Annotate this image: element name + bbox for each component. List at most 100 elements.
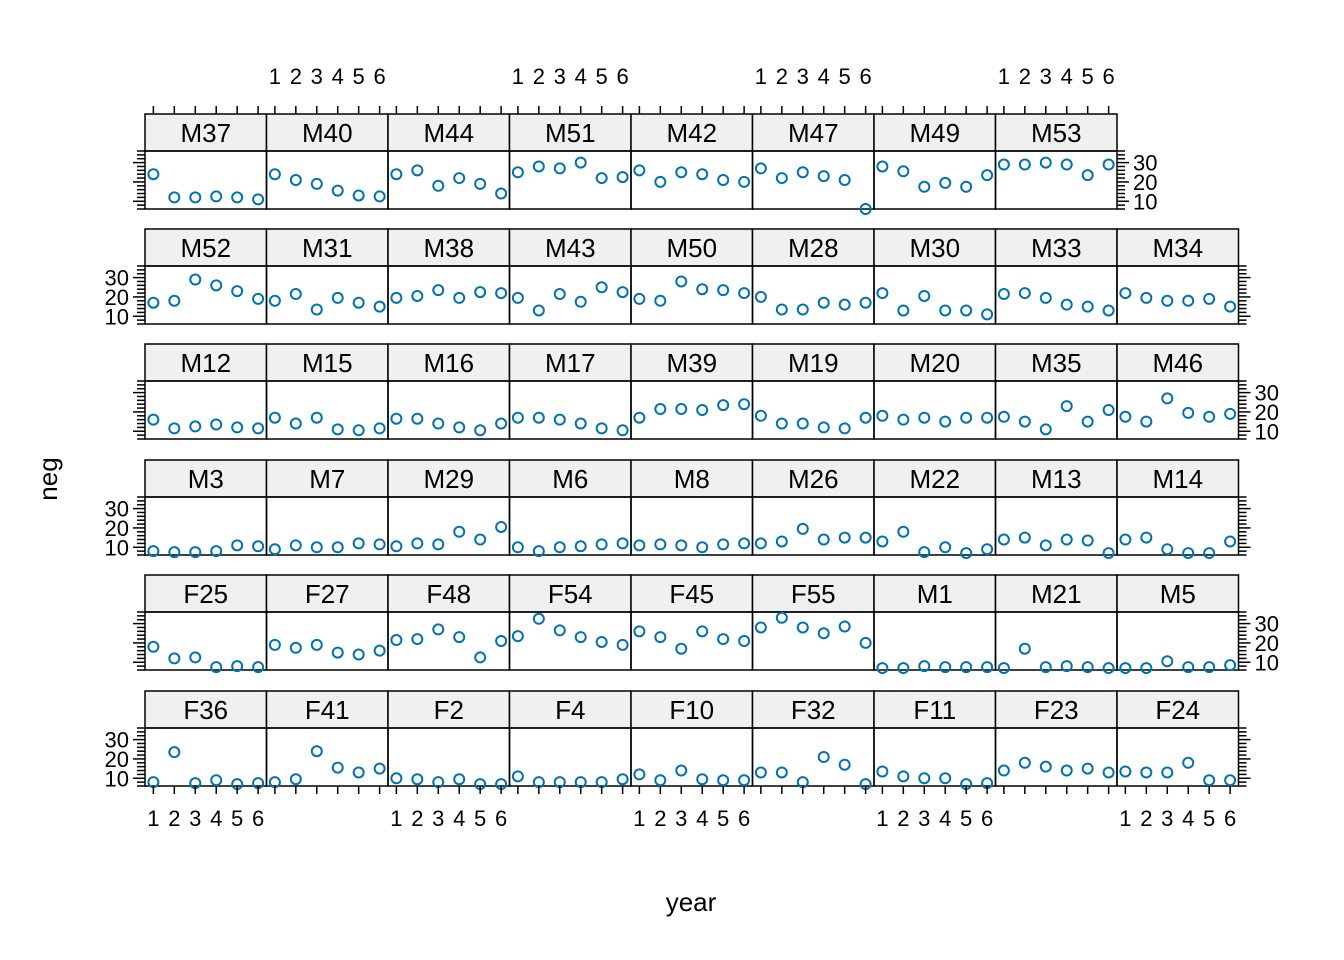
panel-M3: M3 [144,459,268,559]
strip-label: M1 [917,579,953,609]
data-point [411,164,424,177]
data-point [775,303,788,316]
plot-area [873,265,997,325]
tick-label: 3 [311,64,323,89]
data-point [1140,766,1153,779]
tick-label: 1 [1119,806,1131,831]
panel-M52: M52 [144,228,268,325]
data-point [654,774,667,787]
panel-F36: F36 [144,690,268,791]
plot-area [630,265,754,325]
panel-F25: F25 [144,574,268,674]
plot-area [144,380,268,440]
tick-label: 3 [1161,806,1173,831]
data-point [876,409,889,422]
data-point [696,541,709,554]
data-point [1182,661,1195,674]
data-point [918,546,931,559]
data-point [817,533,830,546]
plot-area [994,496,1118,556]
strip [751,459,875,498]
plot-area [508,727,632,787]
data-point [633,625,646,638]
panel-grid: M37 M40 M44 M51 M42 M47 M49 M53 M52 M31 M38 M43 M50 M… [144,113,1240,791]
data-point [876,662,889,675]
data-point [997,158,1010,171]
plot-area [751,380,875,440]
data-point [189,651,202,664]
strip-label: F41 [305,695,350,725]
plot-area [1116,727,1240,787]
data-point [373,422,386,435]
data-point [1018,531,1031,544]
data-point [1039,156,1052,169]
data-point [1081,169,1094,182]
data-point [373,538,386,551]
data-point [553,413,566,426]
data-point [960,661,973,674]
tick-label: 2 [1019,64,1031,89]
data-point [1102,158,1115,171]
panel-M30: M30 [873,228,997,325]
data-point [1102,766,1115,779]
data-point [210,774,223,787]
data-point [754,621,767,634]
data-point [981,169,994,182]
strip [265,690,389,729]
panel-M47: M47 [751,113,875,215]
data-point [390,412,403,425]
data-point [918,289,931,302]
data-point [775,611,788,624]
data-point [859,411,872,424]
data-point [289,288,302,301]
tick-label: 4 [210,806,222,831]
strip-label: M17 [545,348,596,378]
data-point [1140,415,1153,428]
data-point [838,174,851,186]
tick-label: 2 [533,64,545,89]
data-point [373,190,386,203]
plot-area [144,496,268,556]
data-point [754,290,767,303]
data-point [1224,659,1237,672]
data-point [511,630,524,643]
data-point [289,174,302,186]
data-point [1018,158,1031,171]
data-point [1140,291,1153,304]
data-point [696,404,709,416]
tick-label: 1 [512,64,524,89]
data-point [289,417,302,430]
data-point [616,537,629,550]
data-point [960,304,973,317]
data-point [310,303,323,316]
plot-area [630,611,754,671]
tick-label: 6 [859,64,871,89]
plot-area [387,727,511,787]
data-point [210,279,223,292]
strip-label: M53 [1031,118,1082,148]
data-point [981,411,994,424]
panel-F2: F2 [387,690,511,791]
panel-F45: F45 [630,574,754,671]
strip [1116,343,1240,382]
data-point [210,545,223,558]
strip-label: M21 [1031,579,1082,609]
tick-label: 6 [616,64,628,89]
data-point [231,660,244,673]
data-point [1203,547,1216,560]
tick-label: 2 [411,806,423,831]
data-point [453,172,466,185]
strip-label: M3 [188,464,224,494]
data-point [876,535,889,548]
data-point [738,287,751,300]
strip-label: F45 [669,579,714,609]
data-point [754,537,767,550]
plot-area [994,727,1118,787]
y-axis-title: neg [33,457,63,500]
data-point [331,291,344,304]
strip-label: M15 [302,348,353,378]
data-point [1140,662,1153,675]
data-point [997,410,1010,423]
strip-label: F23 [1034,695,1079,725]
strip-label: M51 [545,118,596,148]
